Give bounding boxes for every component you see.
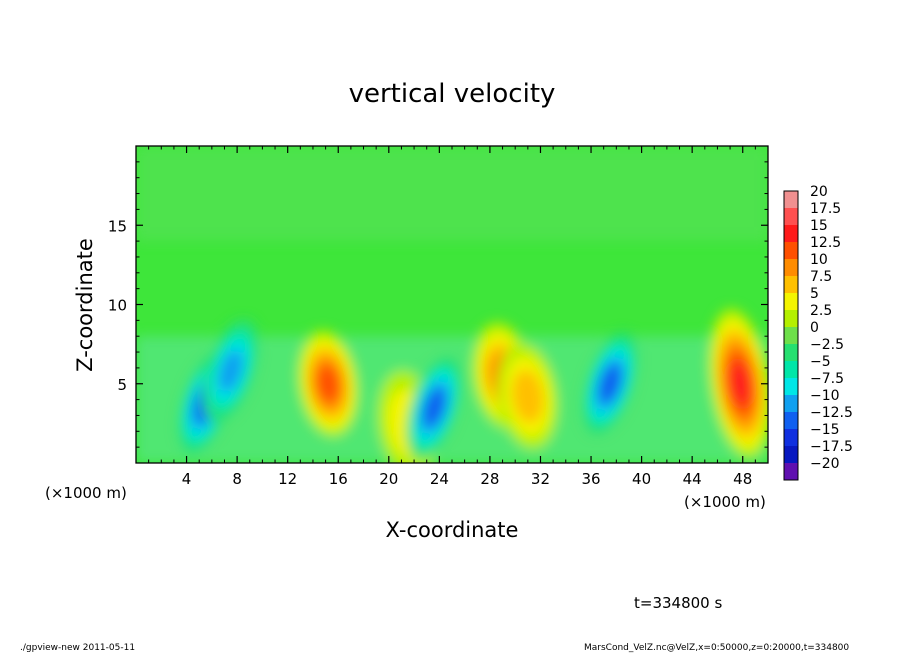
x-tick-label: 32 xyxy=(531,470,550,488)
x-tick-label: 36 xyxy=(581,470,600,488)
colorbar-swatch xyxy=(784,208,798,225)
colorbar-swatch xyxy=(784,310,798,327)
contour-level xyxy=(423,389,446,426)
y-tick-label: 15 xyxy=(108,217,127,235)
colorbar-swatch xyxy=(784,429,798,446)
upper-band xyxy=(136,146,768,242)
y-axis-label: Z-coordinate xyxy=(73,238,97,372)
x-tick-label: 16 xyxy=(329,470,348,488)
colorbar-swatch xyxy=(784,276,798,293)
x-tick-label: 44 xyxy=(683,470,702,488)
colorbar: 2017.51512.5107.552.50−2.5−5−7.5−10−12.5… xyxy=(783,184,853,481)
colorbar-label: 0 xyxy=(810,320,819,336)
colorbar-swatch xyxy=(784,361,798,378)
feature-updraft xyxy=(497,342,559,451)
colorbar-label: 12.5 xyxy=(810,235,841,251)
x-tick-label: 20 xyxy=(379,470,398,488)
colorbar-label: −2.5 xyxy=(810,337,844,353)
contour-level xyxy=(316,364,340,403)
feature-downdraft xyxy=(581,331,639,436)
colorbar-label: −7.5 xyxy=(810,371,844,387)
colorbar-swatch xyxy=(784,395,798,412)
contour-level xyxy=(599,365,621,403)
feature-downdraft xyxy=(406,355,463,460)
colorbar-frame xyxy=(783,190,799,481)
colorbar-label: −20 xyxy=(810,456,840,472)
colorbar-label: −12.5 xyxy=(810,405,853,421)
x-unit-left: (×1000 m) xyxy=(45,484,127,502)
colorbar-label: −5 xyxy=(810,354,831,370)
time-label: t=334800 s xyxy=(634,594,722,612)
y-tick-label: 10 xyxy=(108,297,127,315)
colorbar-label: 5 xyxy=(810,286,819,302)
chart-title: vertical velocity xyxy=(349,79,556,109)
colorbar-label: 10 xyxy=(810,252,828,268)
colorbar-label: −15 xyxy=(810,422,840,438)
footer-left: ./gpview-new 2011-05-11 xyxy=(20,643,135,653)
colorbar-swatch xyxy=(784,259,798,276)
x-axis-label: X-coordinate xyxy=(386,518,519,542)
colorbar-swatch xyxy=(784,412,798,429)
colorbar-swatch xyxy=(784,378,798,395)
y-tick-label: 5 xyxy=(117,376,127,394)
colorbar-label: 17.5 xyxy=(810,201,841,217)
colorbar-swatch xyxy=(784,293,798,310)
x-tick-label: 24 xyxy=(430,470,449,488)
feature-updraft xyxy=(297,330,359,438)
colorbar-swatch xyxy=(784,463,798,480)
colorbar-label: 20 xyxy=(810,184,828,200)
colorbar-swatch xyxy=(784,344,798,361)
x-tick-label: 28 xyxy=(480,470,499,488)
colorbar-label: −17.5 xyxy=(810,439,853,455)
x-tick-label: 8 xyxy=(232,470,242,488)
colorbar-label: 15 xyxy=(810,218,828,234)
footer-right: MarsCond_VelZ.nc@VelZ,x=0:50000,z=0:2000… xyxy=(584,643,849,653)
feature-updraft xyxy=(708,308,768,460)
colorbar-swatch xyxy=(784,446,798,463)
contour-level xyxy=(729,361,751,406)
x-tick-label: 40 xyxy=(632,470,651,488)
x-ticks: 4 8 12 16 20 24 28 32 36 40 44 48 xyxy=(148,146,756,488)
colorbar-swatch xyxy=(784,191,798,208)
colorbar-label: 7.5 xyxy=(810,269,832,285)
velocity-field xyxy=(136,146,768,463)
contour-level xyxy=(512,370,544,423)
y-ticks: 5 10 15 xyxy=(108,161,768,448)
contour-level xyxy=(218,349,244,393)
colorbar-label: 2.5 xyxy=(810,303,832,319)
feature-downdraft xyxy=(202,319,260,423)
x-unit-right: (×1000 m) xyxy=(684,493,766,511)
x-tick-label: 4 xyxy=(182,470,192,488)
colorbar-swatch xyxy=(784,327,798,344)
x-tick-label: 12 xyxy=(278,470,297,488)
colorbar-swatch xyxy=(784,225,798,242)
x-tick-label: 48 xyxy=(733,470,752,488)
colorbar-label: −10 xyxy=(810,388,840,404)
colorbar-swatch xyxy=(784,242,798,259)
